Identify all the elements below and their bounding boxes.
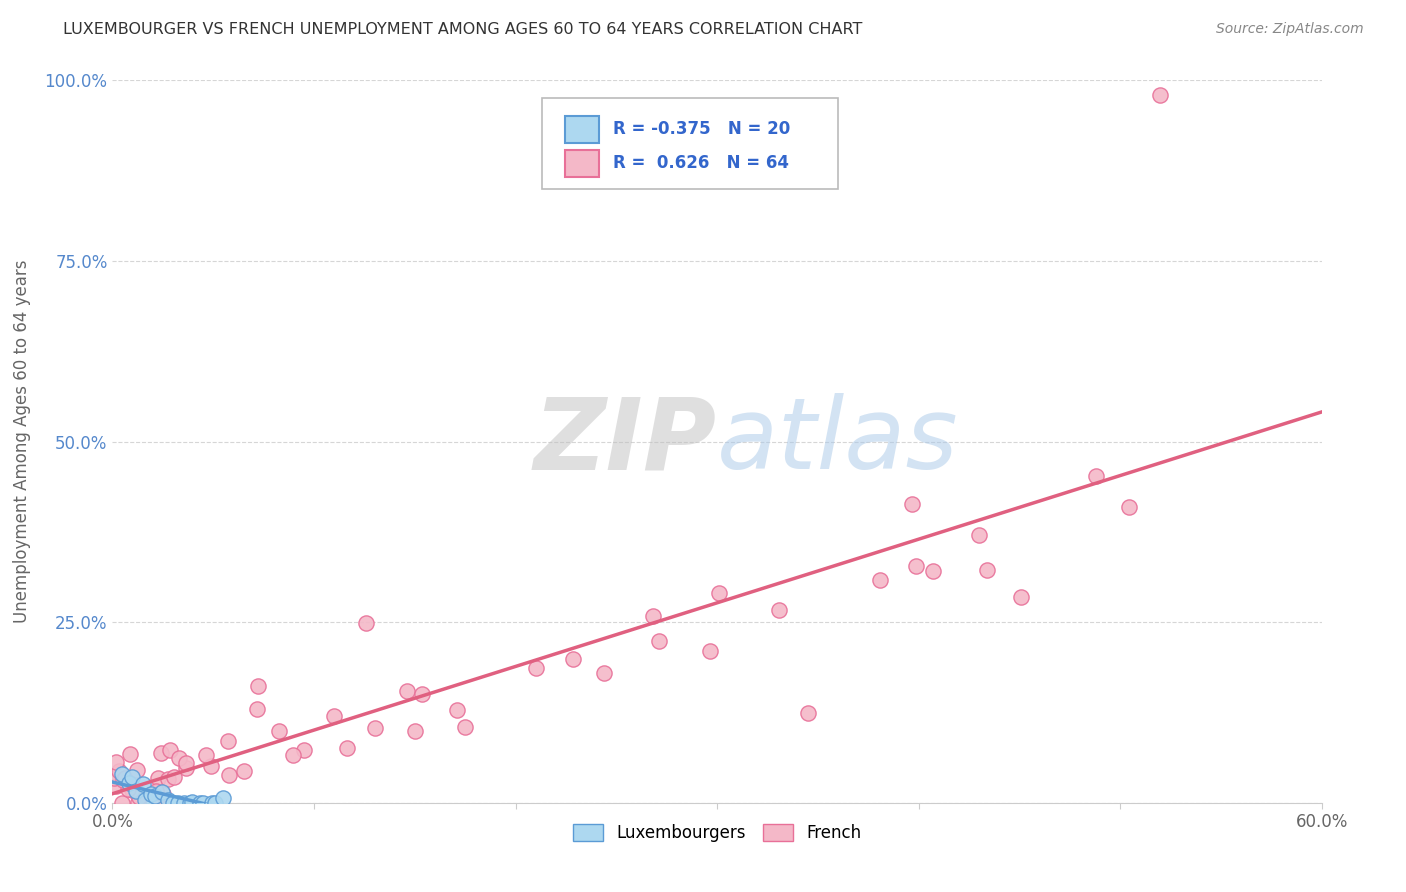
Point bbox=[218, 768, 240, 782]
Point bbox=[1118, 500, 1140, 514]
Point bbox=[641, 608, 664, 623]
FancyBboxPatch shape bbox=[565, 150, 599, 178]
Point bbox=[128, 790, 150, 805]
Point bbox=[169, 750, 191, 764]
Point bbox=[181, 795, 204, 809]
Point bbox=[976, 563, 998, 577]
Point bbox=[124, 784, 146, 798]
Point bbox=[269, 724, 291, 739]
Point bbox=[292, 742, 315, 756]
Point bbox=[166, 796, 188, 810]
Point bbox=[395, 683, 418, 698]
Point bbox=[454, 720, 477, 734]
Point bbox=[127, 795, 149, 809]
Point bbox=[159, 743, 181, 757]
Point bbox=[364, 722, 387, 736]
Point bbox=[173, 796, 195, 810]
Point bbox=[562, 651, 585, 665]
Point bbox=[707, 586, 730, 600]
Point bbox=[156, 793, 179, 807]
Text: atlas: atlas bbox=[717, 393, 959, 490]
Text: LUXEMBOURGER VS FRENCH UNEMPLOYMENT AMONG AGES 60 TO 64 YEARS CORRELATION CHART: LUXEMBOURGER VS FRENCH UNEMPLOYMENT AMON… bbox=[63, 22, 863, 37]
Point bbox=[139, 788, 162, 802]
Point bbox=[134, 792, 156, 806]
Point bbox=[118, 747, 141, 762]
Y-axis label: Unemployment Among Ages 60 to 64 years: Unemployment Among Ages 60 to 64 years bbox=[13, 260, 31, 624]
Point bbox=[648, 634, 671, 648]
Text: ZIP: ZIP bbox=[534, 393, 717, 490]
Point bbox=[112, 772, 135, 787]
Point bbox=[967, 528, 990, 542]
Point bbox=[145, 783, 167, 797]
Point bbox=[699, 644, 721, 658]
Point bbox=[901, 497, 924, 511]
Point bbox=[162, 796, 184, 810]
Point bbox=[143, 789, 166, 803]
Point bbox=[191, 796, 214, 810]
Point bbox=[111, 767, 134, 781]
Point bbox=[163, 770, 186, 784]
Point bbox=[246, 701, 269, 715]
Point bbox=[1149, 87, 1171, 102]
Point bbox=[212, 791, 235, 805]
Point bbox=[323, 709, 346, 723]
FancyBboxPatch shape bbox=[541, 98, 838, 189]
Legend: Luxembourgers, French: Luxembourgers, French bbox=[567, 817, 868, 848]
Point bbox=[156, 772, 179, 786]
Point bbox=[105, 755, 128, 769]
Point bbox=[217, 733, 239, 747]
Point bbox=[195, 747, 218, 762]
Point bbox=[411, 687, 433, 701]
Text: R = -0.375   N = 20: R = -0.375 N = 20 bbox=[613, 120, 790, 138]
Point bbox=[174, 761, 197, 775]
Point bbox=[132, 777, 155, 791]
Point bbox=[108, 764, 131, 778]
Point bbox=[145, 785, 167, 799]
Point bbox=[593, 666, 616, 681]
Point bbox=[104, 780, 127, 794]
Point bbox=[114, 771, 136, 785]
Point bbox=[904, 558, 927, 573]
Text: Source: ZipAtlas.com: Source: ZipAtlas.com bbox=[1216, 22, 1364, 37]
Point bbox=[117, 782, 139, 797]
Point bbox=[121, 770, 143, 784]
Point bbox=[768, 603, 790, 617]
Point bbox=[1010, 590, 1032, 604]
Point bbox=[118, 776, 141, 790]
Point bbox=[111, 796, 134, 810]
Point bbox=[336, 741, 359, 756]
FancyBboxPatch shape bbox=[565, 116, 599, 143]
Point bbox=[201, 796, 224, 810]
Point bbox=[127, 763, 149, 777]
Point bbox=[404, 724, 426, 739]
Point bbox=[869, 573, 891, 587]
Point bbox=[446, 703, 468, 717]
Point bbox=[148, 771, 170, 785]
Point bbox=[121, 783, 143, 797]
Point bbox=[204, 796, 226, 810]
Point bbox=[1085, 468, 1108, 483]
Point bbox=[174, 756, 197, 770]
Point bbox=[145, 791, 167, 805]
Point bbox=[796, 706, 818, 721]
Point bbox=[246, 679, 269, 693]
Point bbox=[152, 787, 174, 801]
Point bbox=[232, 764, 254, 778]
Point bbox=[103, 771, 125, 785]
Point bbox=[354, 616, 377, 631]
Point bbox=[150, 785, 173, 799]
Point bbox=[200, 759, 222, 773]
Point bbox=[921, 564, 943, 578]
Text: R =  0.626   N = 64: R = 0.626 N = 64 bbox=[613, 154, 789, 172]
Point bbox=[179, 796, 201, 810]
Point bbox=[188, 796, 211, 810]
Point bbox=[524, 661, 547, 675]
Point bbox=[149, 747, 172, 761]
Point bbox=[283, 748, 305, 763]
